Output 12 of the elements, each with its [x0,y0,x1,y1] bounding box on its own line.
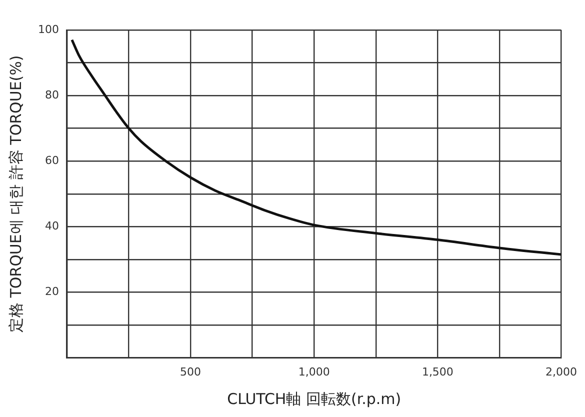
x-tick-label: 500 [180,365,202,378]
y-axis-title: 定格 TORQUE에 대한 許容 TORQUE(%) [6,55,25,333]
y-tick-label: 80 [44,88,59,102]
y-tick-label: 20 [44,285,59,298]
y-tick-label: 100 [38,22,59,36]
x-tick-label: 1,500 [422,365,454,378]
x-tick-label: 1,000 [298,365,330,378]
y-tick-label: 60 [44,154,59,167]
x-axis-title: CLUTCH軸 回転数(r.p.m) [227,390,402,408]
x-tick-label: 2,000 [546,365,578,378]
y-tick-label: 40 [44,220,59,233]
line-series [70,38,562,256]
